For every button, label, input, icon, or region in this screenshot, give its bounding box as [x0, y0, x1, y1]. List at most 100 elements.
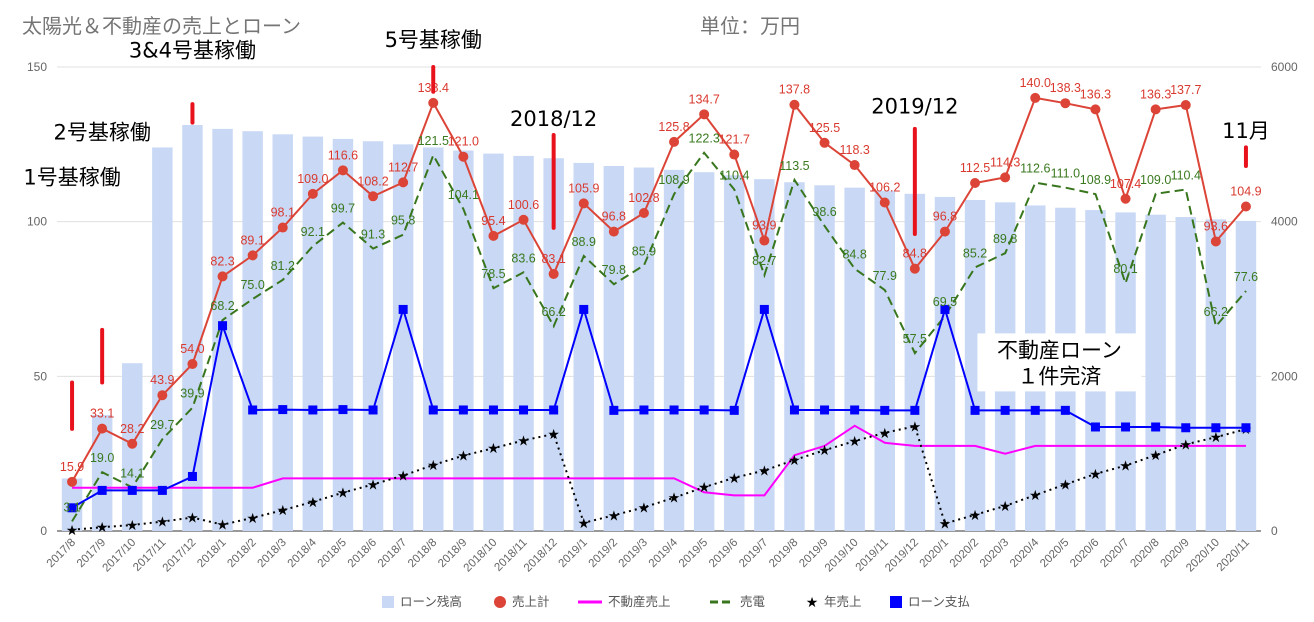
- legend-label: 売電: [740, 594, 766, 609]
- legend-symbol: ★: [806, 594, 819, 610]
- sales-total-data-label: 109.0: [297, 172, 328, 186]
- sales-total-point: [1240, 201, 1251, 212]
- loan-balance-bar: [543, 158, 564, 531]
- loan-balance-bar: [483, 153, 504, 531]
- sales-total-data-label: 33.1: [90, 407, 114, 421]
- electric-sales-data-label: 75.0: [240, 278, 264, 292]
- sales-total-point: [1150, 104, 1161, 115]
- x-tick-label: 2018/10: [462, 537, 500, 575]
- annual-sales-point: ★: [1119, 458, 1132, 474]
- annual-sales-point: ★: [487, 440, 500, 456]
- loan-payment-point: [187, 471, 197, 481]
- x-tick-label: 2020/11: [1215, 537, 1252, 574]
- y-right-tick-label: 6000: [1271, 60, 1298, 74]
- loan-balance-bar: [513, 155, 534, 531]
- sales-total-point: [247, 250, 258, 261]
- sales-total-point: [1000, 172, 1011, 183]
- annual-sales-point: ★: [878, 425, 891, 441]
- sales-total-point: [1210, 236, 1221, 247]
- sales-total-point: [307, 188, 318, 199]
- legend-label: 売上計: [512, 594, 550, 609]
- loan-payment-point: [488, 405, 498, 415]
- loan-balance-bar: [964, 200, 986, 531]
- annotation-label: 3&4号基稼働: [129, 39, 256, 63]
- loan-balance-bar: [392, 144, 414, 532]
- annual-sales-point: ★: [577, 515, 590, 531]
- annual-sales-point: ★: [1059, 476, 1072, 492]
- annual-sales-point: ★: [608, 507, 621, 523]
- x-tick-label: 2020/5: [1038, 537, 1071, 570]
- electric-sales-data-label: 108.9: [658, 173, 689, 187]
- x-tick-label: 2019/12: [883, 537, 921, 575]
- x-tick-label: 2020/6: [1068, 537, 1101, 570]
- sales-total-data-label: 100.6: [508, 198, 539, 212]
- sales-total-data-label: 96.8: [602, 210, 626, 224]
- sales-total-point: [759, 235, 770, 246]
- electric-sales-data-label: 3.1: [63, 500, 80, 514]
- sales-total-data-label: 89.1: [240, 233, 264, 247]
- sales-total-data-label: 136.3: [1140, 87, 1171, 101]
- electric-sales-data-label: 82.7: [752, 254, 776, 268]
- sales-total-point: [217, 271, 228, 282]
- loan-payment-point: [368, 405, 378, 415]
- loan-payment-point: [248, 405, 258, 415]
- loan-balance-bar: [1205, 219, 1227, 531]
- sales-total-point: [849, 160, 860, 171]
- loan-payment-point: [398, 304, 408, 314]
- electric-sales-data-label: 66.2: [1204, 305, 1228, 319]
- annotation-label: 1号基稼働: [23, 166, 120, 190]
- y-left-tick-label: 150: [27, 60, 47, 74]
- annual-sales-point: ★: [457, 448, 470, 464]
- legend-item-realestate-sales: 不動産売上: [578, 594, 671, 609]
- sales-total-data-label: 15.9: [60, 460, 84, 474]
- sales-total-data-label: 140.0: [1020, 76, 1051, 90]
- electric-sales-data-label: 19.0: [90, 451, 114, 465]
- x-tick-label: 2018/8: [406, 537, 439, 570]
- electric-sales-data-label: 104.1: [448, 188, 479, 202]
- loan-balance-bar: [814, 185, 835, 531]
- loan-balance-bar: [573, 162, 594, 532]
- loan-payment-point: [428, 405, 438, 415]
- x-tick-label: 2019/3: [617, 537, 650, 570]
- sales-total-data-label: 93.6: [1204, 219, 1228, 233]
- sales-total-data-label: 121.7: [719, 133, 750, 147]
- sales-total-data-label: 83.1: [541, 252, 565, 266]
- sales-total-data-label: 84.8: [903, 247, 927, 261]
- loan-payment-point: [1151, 422, 1161, 432]
- loan-payment-point: [157, 485, 167, 495]
- loan-payment-point: [1000, 405, 1010, 415]
- sales-total-data-label: 104.9: [1230, 185, 1261, 199]
- electric-sales-data-label: 92.1: [301, 225, 325, 239]
- loan-balance-bar: [453, 150, 474, 531]
- x-tick-label: 2020/1: [918, 537, 951, 570]
- loan-balance-bar: [182, 125, 203, 531]
- annotation-label: 不動産ローン: [997, 338, 1122, 362]
- sales-total-point: [277, 222, 288, 233]
- electric-sales-data-label: 57.5: [903, 332, 927, 346]
- loan-payment-point: [308, 405, 318, 415]
- sales-total-data-label: 108.2: [357, 174, 388, 188]
- x-tick-label: 2018/6: [346, 537, 379, 570]
- loan-payment-point: [458, 405, 468, 415]
- annotation-label: 5号基稼働: [385, 28, 482, 52]
- loan-balance-bar: [754, 179, 775, 531]
- sales-total-point: [428, 97, 439, 108]
- y-left-tick-label: 50: [34, 369, 48, 383]
- electric-sales-data-label: 85.9: [632, 244, 656, 258]
- annual-sales-line: [71, 425, 1247, 531]
- electric-sales-data-label: 14.1: [120, 466, 144, 480]
- annual-sales-point: ★: [818, 442, 831, 458]
- x-tick-label: 2019/1: [557, 537, 590, 570]
- electric-sales-data-label: 88.9: [572, 235, 596, 249]
- annual-sales-point: ★: [66, 522, 79, 538]
- loan-balance-bar: [693, 172, 715, 531]
- legend-symbol: [494, 596, 506, 608]
- legend-label: 不動産売上: [608, 594, 671, 609]
- sales-total-data-label: 105.9: [568, 181, 599, 195]
- sales-total-data-label: 43.9: [150, 373, 174, 387]
- electric-sales-data-label: 84.8: [842, 248, 866, 262]
- sales-total-point: [909, 263, 920, 274]
- loan-payment-point: [789, 405, 799, 415]
- annual-sales-point: ★: [969, 507, 982, 523]
